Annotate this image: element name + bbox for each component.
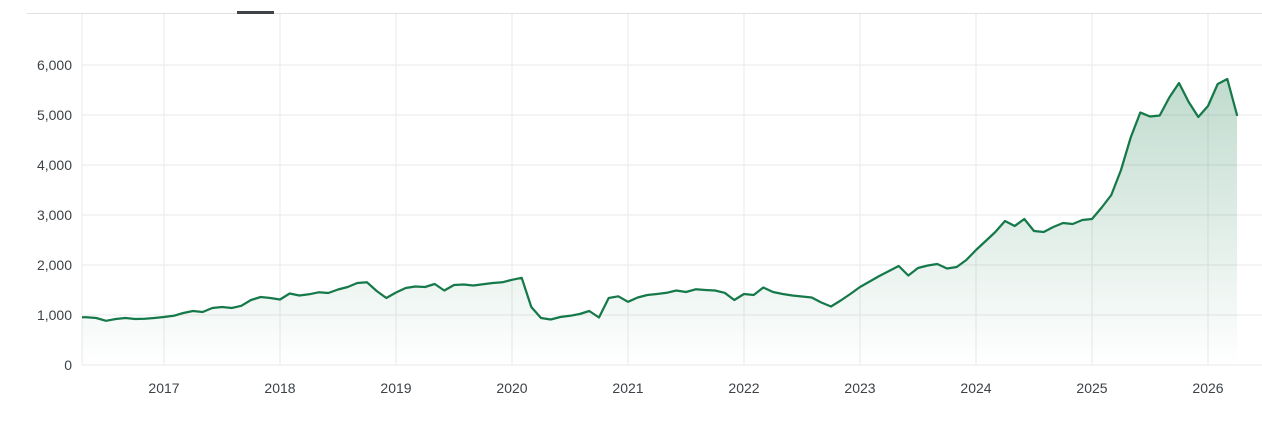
x-axis-label: 2018 bbox=[264, 380, 296, 396]
x-axis-label: 2021 bbox=[612, 380, 644, 396]
x-axis-label: 2022 bbox=[728, 380, 760, 396]
y-axis-label: 5,000 bbox=[36, 107, 72, 123]
x-axis-label: 2024 bbox=[960, 380, 992, 396]
y-axis-label: 2,000 bbox=[36, 257, 72, 273]
x-axis-label: 2017 bbox=[148, 380, 180, 396]
x-axis-label: 2025 bbox=[1076, 380, 1108, 396]
active-tab-indicator[interactable] bbox=[237, 11, 274, 14]
series-line bbox=[82, 77, 1239, 322]
y-axis-label: 3,000 bbox=[36, 207, 72, 223]
y-axis-label: 0 bbox=[64, 357, 72, 373]
y-axis-label: 6,000 bbox=[36, 57, 72, 73]
y-axis-label: 4,000 bbox=[36, 157, 72, 173]
x-axis-label: 2019 bbox=[380, 380, 412, 396]
x-axis-label: 2026 bbox=[1192, 380, 1224, 396]
x-axis-label: 2023 bbox=[844, 380, 876, 396]
x-axis-label: 2020 bbox=[496, 380, 528, 396]
top-divider bbox=[27, 13, 1262, 14]
area-fill bbox=[82, 79, 1237, 365]
y-axis-label: 1,000 bbox=[36, 307, 72, 323]
